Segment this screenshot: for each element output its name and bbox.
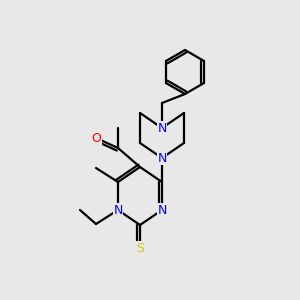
Text: N: N (157, 122, 167, 134)
Text: S: S (136, 242, 144, 254)
Text: N: N (157, 203, 167, 217)
Text: N: N (113, 203, 123, 217)
Text: N: N (157, 152, 167, 164)
Text: O: O (91, 131, 101, 145)
